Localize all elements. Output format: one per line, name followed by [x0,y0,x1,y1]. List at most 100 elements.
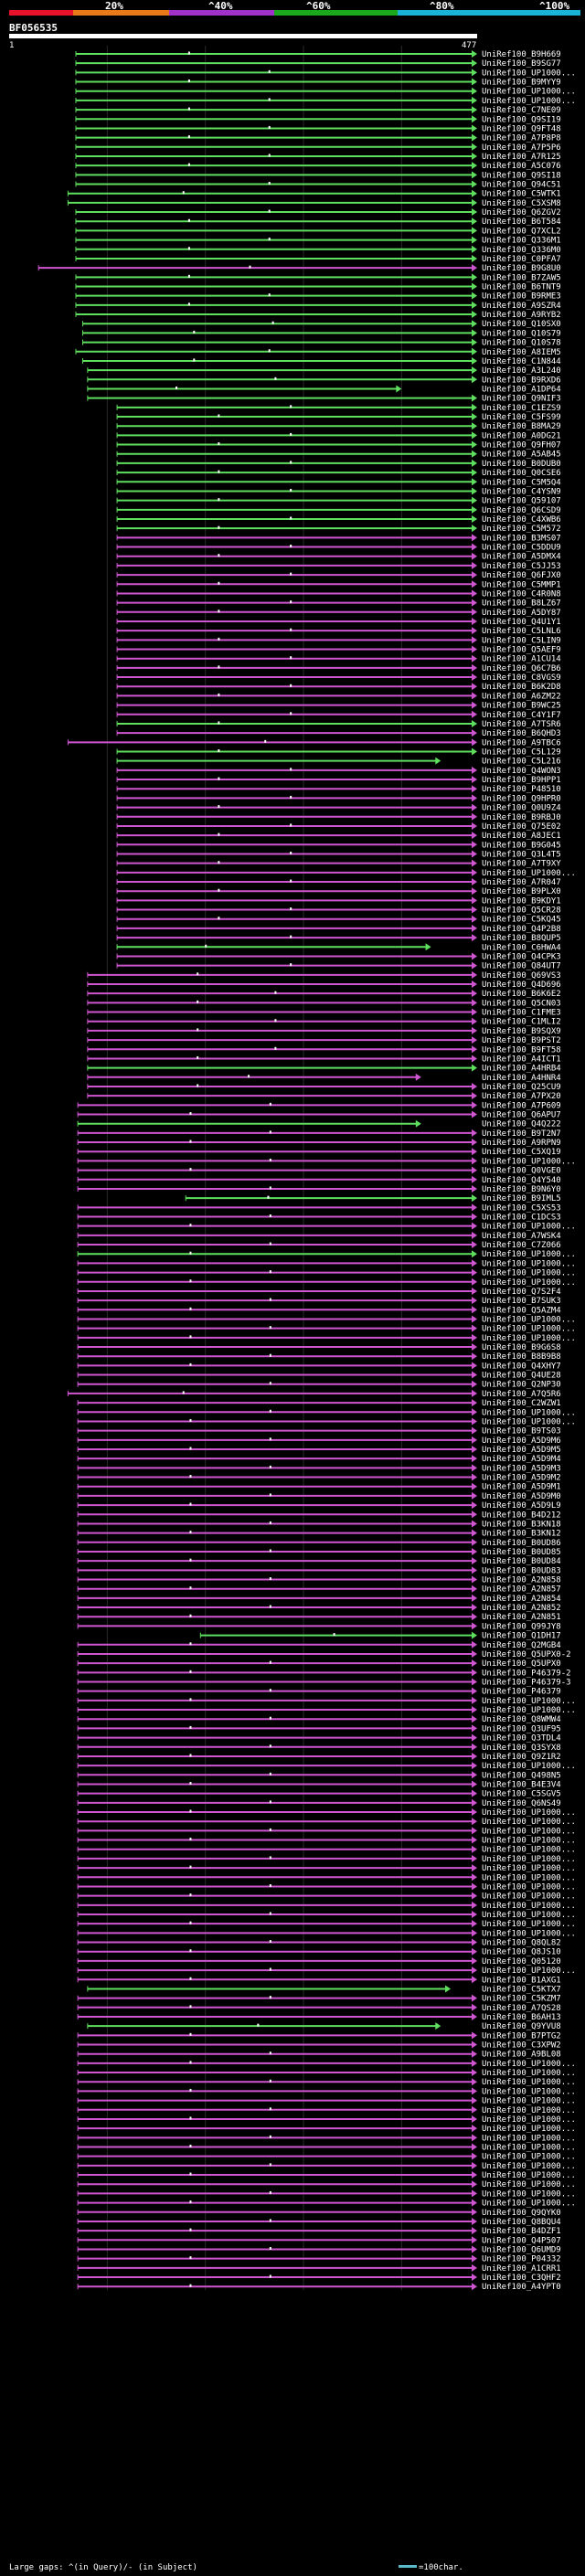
hit-row[interactable]: UniRef100_A5D9M4 [77,1455,561,1464]
hit-label[interactable]: UniRef100_Q6UMD9 [482,2245,561,2254]
hit-row[interactable]: UniRef100_A7P609 [77,1101,561,1110]
hit-row[interactable]: UniRef100_Q9QYK0 [77,2208,561,2218]
hit-row[interactable]: UniRef100_UP1000... [77,1762,576,1771]
hit-label[interactable]: UniRef100_A3L240 [482,366,561,376]
hit-label[interactable]: UniRef100_B6T584 [482,217,561,227]
hit-row[interactable]: UniRef100_UP1000... [77,1966,576,1976]
hit-row[interactable]: UniRef100_C5KQ45 [116,915,561,925]
hit-row[interactable]: UniRef100_UP1000... [77,1696,576,1706]
hit-label[interactable]: UniRef100_Q4U1Y1 [482,618,561,627]
hit-row[interactable]: UniRef100_Q336M1 [75,236,561,246]
hit-label[interactable]: UniRef100_A5D9M1 [482,1483,561,1492]
hit-row[interactable]: UniRef100_Q0U9Z4 [116,803,561,813]
hit-row[interactable]: UniRef100_UP1000... [77,1873,576,1882]
hit-label[interactable]: UniRef100_B6TNT9 [482,283,561,292]
hit-row[interactable]: UniRef100_UP1000... [77,1250,576,1259]
hit-row[interactable]: UniRef100_UP1000... [75,69,576,78]
hit-row[interactable]: UniRef100_UP1000... [77,1929,576,1938]
hit-row[interactable]: UniRef100_B9PST2 [87,1036,561,1045]
hit-row[interactable]: UniRef100_Q94C51 [75,180,561,190]
hit-row[interactable]: UniRef100_B9G6S8 [77,1343,561,1352]
hit-row[interactable]: UniRef100_B0UD84 [77,1557,561,1566]
hit-label[interactable]: UniRef100_A5DMX4 [482,553,561,562]
hit-label[interactable]: UniRef100_B0UD83 [482,1566,561,1575]
hit-label[interactable]: UniRef100_UP1000... [482,2180,576,2189]
hit-label[interactable]: UniRef100_A6ZM22 [482,692,561,701]
hit-row[interactable]: UniRef100_Q6NS49 [77,1798,561,1808]
hit-row[interactable]: UniRef100_A6ZM22 [116,692,561,701]
hit-label[interactable]: UniRef100_Q0CSE6 [482,469,561,478]
hit-label[interactable]: UniRef100_Q336M0 [482,246,561,255]
hit-label[interactable]: UniRef100_C5XQ19 [482,1148,561,1157]
hit-label[interactable]: UniRef100_Q99JY8 [482,1622,561,1631]
hit-label[interactable]: UniRef100_UP1000... [482,2097,576,2106]
hit-label[interactable]: UniRef100_A2N852 [482,1604,561,1613]
hit-row[interactable]: UniRef100_A8JEC1 [116,832,561,841]
hit-label[interactable]: UniRef100_UP1000... [482,1278,576,1288]
hit-label[interactable]: UniRef100_B4DZF1 [482,2227,561,2236]
hit-label[interactable]: UniRef100_A8JEC1 [482,832,561,841]
hit-row[interactable]: UniRef100_C5SGV5 [77,1789,561,1799]
hit-label[interactable]: UniRef100_Q94C51 [482,181,561,190]
hit-row[interactable]: UniRef100_UP1000... [77,2069,576,2078]
hit-label[interactable]: UniRef100_A7P8P8 [482,134,561,143]
hit-row[interactable]: UniRef100_Q9SI18 [75,171,561,180]
hit-row[interactable]: UniRef100_UP1000... [77,2180,576,2189]
hit-row[interactable]: UniRef100_A7PX20 [87,1092,561,1101]
hit-label[interactable]: UniRef100_UP1000... [482,1250,576,1259]
hit-row[interactable]: UniRef100_Q4U1Y1 [116,617,561,627]
hit-label[interactable]: UniRef100_B9H669 [482,50,561,59]
hit-row[interactable]: UniRef100_Q498N5 [77,1771,561,1780]
hit-label[interactable]: UniRef100_UP1000... [482,2106,576,2115]
hit-row[interactable]: UniRef100_Q5UPX0 [77,1659,561,1669]
hit-label[interactable]: UniRef100_C5FS99 [482,413,561,422]
hit-row[interactable]: UniRef100_UP1000... [77,1892,576,1902]
hit-row[interactable]: UniRef100_C1N844 [82,356,561,366]
hit-row[interactable]: UniRef100_Q336M0 [75,245,561,255]
hit-row[interactable]: UniRef100_B9H669 [75,50,561,59]
hit-label[interactable]: UniRef100_A9TBC6 [482,738,561,747]
hit-row[interactable]: UniRef100_B9KDY1 [116,896,561,906]
hit-label[interactable]: UniRef100_Q4P2B8 [482,925,561,934]
hit-label[interactable]: UniRef100_A7T9XY [482,860,561,869]
hit-label[interactable]: UniRef100_Q6NS49 [482,1799,561,1808]
hit-label[interactable]: UniRef100_UP1000... [482,2078,576,2087]
hit-label[interactable]: UniRef100_B9RXD6 [482,376,561,385]
hit-row[interactable]: UniRef100_C4Y1F7 [116,710,561,720]
hit-row[interactable]: UniRef100_C4R0N8 [116,589,561,599]
hit-label[interactable]: UniRef100_Q5UPX0-2 [482,1650,571,1659]
hit-row[interactable]: UniRef100_C5L129 [116,747,561,758]
hit-label[interactable]: UniRef100_Q5CR28 [482,906,561,916]
hit-row[interactable]: UniRef100_C1DCS3 [77,1213,561,1223]
hit-label[interactable]: UniRef100_A9BL08 [482,2051,561,2060]
hit-label[interactable]: UniRef100_B7PTG2 [482,2031,561,2041]
hit-row[interactable]: UniRef100_Q9YVU8 [87,2022,561,2031]
hit-label[interactable]: UniRef100_B6K2D8 [482,683,561,692]
hit-row[interactable]: UniRef100_A7T9XY [116,859,561,869]
hit-row[interactable]: UniRef100_Q05120 [77,1956,561,1966]
hit-label[interactable]: UniRef100_UP1000... [482,1259,576,1268]
hit-label[interactable]: UniRef100_UP1000... [482,1892,576,1902]
hit-label[interactable]: UniRef100_UP1000... [482,1911,576,1920]
hit-label[interactable]: UniRef100_Q4Y540 [482,1176,561,1185]
hit-label[interactable]: UniRef100_B3KN18 [482,1520,561,1529]
hit-row[interactable]: UniRef100_Q1DH17 [199,1631,561,1641]
hit-label[interactable]: UniRef100_UP1000... [482,1846,576,1855]
hit-row[interactable]: UniRef100_A5D9M0 [77,1491,561,1501]
hit-row[interactable]: UniRef100_Q8BQU4 [77,2217,561,2227]
hit-label[interactable]: UniRef100_B8B9B8 [482,1352,561,1362]
hit-label[interactable]: UniRef100_UP1000... [482,1315,576,1324]
hit-label[interactable]: UniRef100_A9RPN9 [482,1139,561,1148]
hit-row[interactable]: UniRef100_UP1000... [77,1827,576,1836]
hit-label[interactable]: UniRef100_UP1000... [482,1966,576,1976]
hit-row[interactable]: UniRef100_C1EZS9 [116,403,561,413]
hit-row[interactable]: UniRef100_C7Z066 [77,1241,561,1250]
hit-label[interactable]: UniRef100_Q59107 [482,497,561,506]
hit-label[interactable]: UniRef100_UP1000... [482,869,576,878]
hit-label[interactable]: UniRef100_Q4XHY7 [482,1362,561,1371]
hit-label[interactable]: UniRef100_C4R0N8 [482,589,561,599]
hit-label[interactable]: UniRef100_B7ZAW5 [482,273,561,282]
hit-row[interactable]: UniRef100_B9RXD6 [87,376,561,385]
hit-label[interactable]: UniRef100_P48510 [482,785,561,794]
hit-label[interactable]: UniRef100_B9SQX9 [482,1027,561,1036]
